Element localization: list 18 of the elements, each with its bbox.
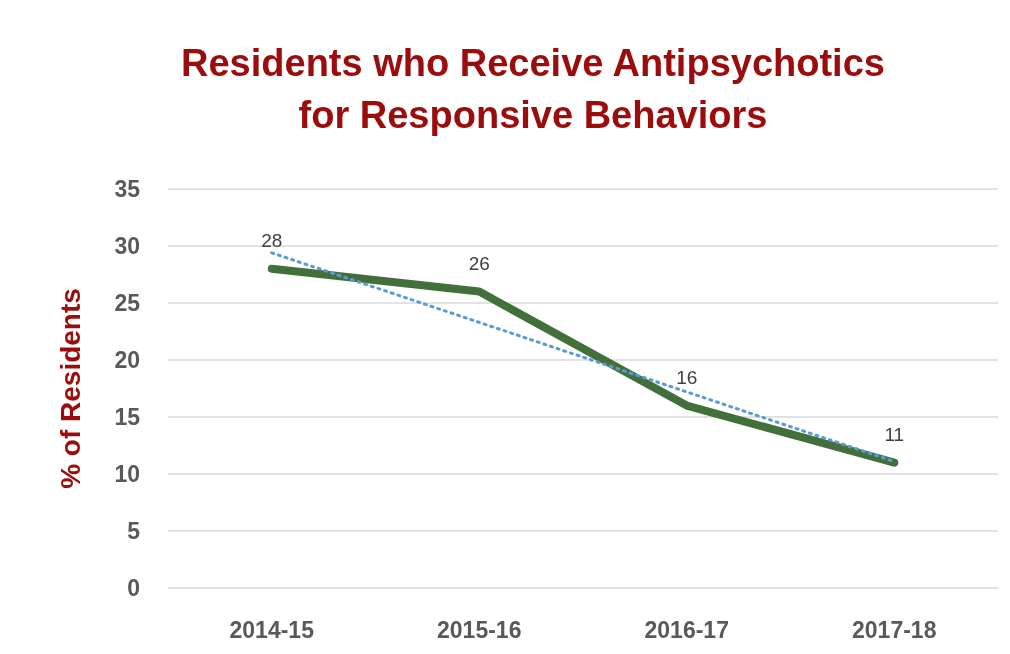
y-tick-label: 35 bbox=[114, 176, 141, 203]
x-tick-label: 2016-17 bbox=[644, 617, 729, 643]
data-label: 16 bbox=[676, 366, 698, 388]
data-label: 11 bbox=[884, 423, 905, 445]
y-tick-label: 0 bbox=[127, 575, 140, 602]
x-tick-label: 2017-18 bbox=[852, 617, 937, 643]
y-tick-label: 20 bbox=[114, 347, 140, 374]
x-tick-label: 2015-16 bbox=[437, 617, 522, 643]
y-tick-label: 5 bbox=[127, 518, 141, 545]
chart-title: Residents who Receive Antipsychotics for Responsive Behaviors bbox=[181, 42, 885, 136]
x-tick-label: 2014-15 bbox=[229, 617, 315, 643]
y-tick-label: 15 bbox=[114, 404, 141, 431]
y-tick-label: 30 bbox=[114, 233, 140, 260]
y-axis-title: % of Residents bbox=[55, 288, 86, 489]
y-tick-label: 10 bbox=[114, 461, 140, 488]
data-label: 28 bbox=[261, 229, 283, 251]
data-label: 26 bbox=[468, 252, 490, 274]
y-tick-label: 25 bbox=[114, 290, 141, 317]
